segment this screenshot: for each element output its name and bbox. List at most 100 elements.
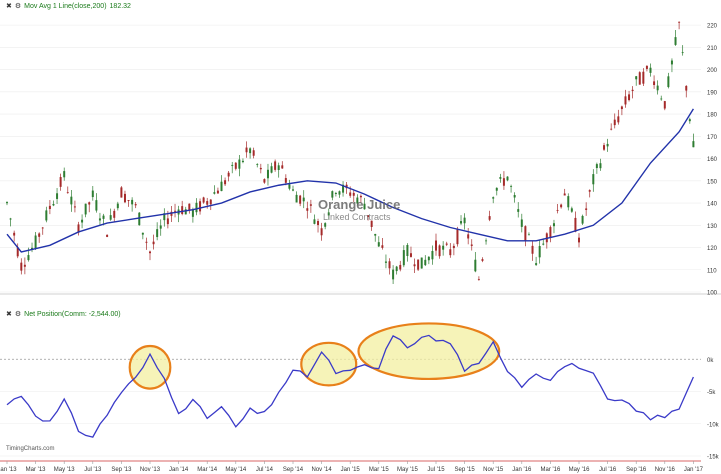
candle-body: [660, 98, 663, 100]
candle-body: [52, 204, 55, 206]
candle-body: [145, 241, 148, 243]
candle-body: [209, 199, 212, 205]
candle-body: [452, 245, 455, 249]
candle-body: [642, 71, 645, 84]
candle-body: [449, 249, 452, 256]
candle-body: [510, 186, 513, 187]
candle-body: [306, 208, 309, 211]
candle-body: [560, 204, 563, 208]
gear-icon[interactable]: ⚙: [14, 311, 22, 318]
candle-body: [531, 245, 534, 254]
candle-body: [370, 220, 373, 227]
candle-body: [495, 187, 498, 191]
candle-body: [134, 204, 137, 206]
candle-body: [645, 65, 648, 69]
candle-body: [670, 60, 673, 65]
candle-body: [13, 232, 16, 236]
candle-body: [23, 264, 26, 267]
candle-body: [295, 194, 298, 203]
candle-body: [227, 172, 230, 177]
candle-body: [288, 184, 291, 189]
close-icon[interactable]: ✖: [6, 311, 12, 318]
candle-body: [520, 219, 523, 227]
candle-body: [109, 215, 112, 220]
candle-body: [613, 119, 616, 126]
candle-body: [549, 227, 552, 238]
net-legend: ✖ ⚙ Net Position(Comm: -2,544.00): [6, 310, 121, 318]
candle-body: [131, 199, 134, 205]
candle-body: [38, 233, 41, 237]
candle-body: [588, 190, 591, 192]
candle-body: [392, 269, 395, 280]
x-tick-label: Jan '14: [169, 467, 189, 473]
candle-body: [442, 245, 445, 250]
candle-body: [624, 96, 627, 105]
candle-body: [649, 67, 652, 73]
candle-body: [63, 171, 66, 178]
candle-body: [456, 229, 459, 245]
y-tick-label: 220: [707, 24, 718, 30]
candle-body: [388, 261, 391, 269]
x-tick-label: Sep '16: [626, 467, 647, 473]
candle-body: [106, 234, 109, 237]
candle-body: [234, 162, 237, 169]
candle-body: [592, 174, 595, 185]
candle-body: [299, 195, 302, 204]
candle-body: [20, 262, 23, 271]
y-tick-label: 0k: [707, 358, 714, 364]
candle-body: [163, 213, 166, 221]
candle-body: [502, 178, 505, 186]
candle-body: [538, 246, 541, 258]
close-icon[interactable]: ✖: [6, 3, 12, 10]
candle-body: [499, 177, 502, 179]
x-tick-label: Mar '13: [26, 467, 46, 473]
x-tick-label: Nov '15: [483, 467, 504, 473]
candle-body: [585, 208, 588, 210]
price-legend-value: 182.32: [109, 3, 131, 10]
candle-body: [656, 85, 659, 91]
candle-body: [424, 259, 427, 266]
x-tick-label: May '14: [225, 467, 246, 473]
y-tick-label: 160: [707, 157, 718, 163]
candle-body: [73, 206, 76, 208]
candle-body: [324, 223, 327, 227]
x-tick-label: Jul '14: [256, 467, 274, 473]
net-position-grid: [0, 358, 701, 457]
candle-body: [352, 192, 355, 196]
candle-body: [628, 94, 631, 101]
candle-body: [435, 240, 437, 251]
candle-body: [349, 192, 352, 196]
candle-body: [277, 165, 280, 170]
candle-body: [638, 72, 641, 85]
candle-body: [517, 209, 520, 212]
candle-body: [631, 89, 634, 92]
candle-body: [45, 210, 48, 221]
candle-body: [116, 203, 119, 209]
candle-body: [395, 266, 398, 272]
gear-icon[interactable]: ⚙: [14, 3, 22, 10]
candle-body: [399, 264, 402, 270]
candle-body: [377, 242, 380, 247]
candle-body: [256, 164, 259, 165]
x-tick-label: May '13: [54, 467, 75, 473]
candle-body: [492, 197, 495, 199]
highlight-ellipse: [357, 322, 501, 381]
candle-body: [581, 215, 584, 224]
candle-body: [102, 215, 105, 219]
x-tick-label: Nov '13: [140, 467, 161, 473]
y-tick-label: 120: [707, 246, 718, 252]
candle-body: [567, 196, 570, 208]
candle-body: [91, 190, 94, 198]
candle-body: [506, 176, 509, 181]
net-position-line: [6, 334, 694, 438]
highlight-ellipses: [128, 322, 501, 390]
candle-body: [249, 148, 252, 154]
candle-body: [292, 189, 294, 191]
x-tick-label: Jan '13: [0, 467, 17, 473]
candle-body: [427, 256, 430, 261]
x-tick-label: Jan '17: [684, 467, 704, 473]
candle-body: [259, 167, 262, 170]
candle-body: [374, 233, 377, 236]
moving-average-line: [6, 108, 694, 253]
x-tick-label: Jan '15: [341, 467, 361, 473]
